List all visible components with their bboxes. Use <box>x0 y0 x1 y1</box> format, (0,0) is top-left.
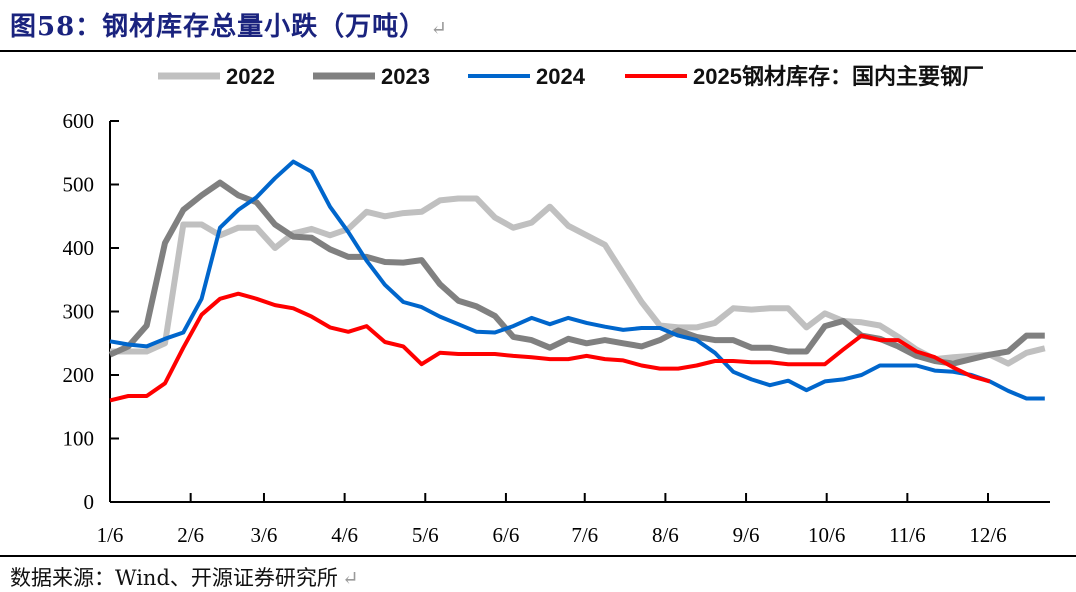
series-group <box>108 159 1046 403</box>
y-tick-label: 0 <box>84 490 95 514</box>
return-mark-icon: ↵ <box>430 16 448 40</box>
return-mark-icon: ↵ <box>341 566 359 590</box>
y-tick-label: 200 <box>63 363 95 387</box>
x-tick-label: 2/6 <box>177 523 204 547</box>
legend-label: 2022 <box>226 64 275 89</box>
y-tick-label: 500 <box>63 173 95 197</box>
y-tick-label: 600 <box>63 109 95 133</box>
x-tick-label: 9/6 <box>733 523 760 547</box>
y-tick-label: 300 <box>63 300 95 324</box>
source-note: 数据来源：Wind、开源证券研究所 ↵ <box>10 562 359 592</box>
legend-label: 2025钢材库存：国内主要钢厂 <box>693 64 984 89</box>
x-tick-label: 4/6 <box>331 523 358 547</box>
x-tick-label: 12/6 <box>969 523 1006 547</box>
series-line-2025 <box>109 291 991 403</box>
figure-title: 图58：钢材库存总量小跌（万吨） ↵ <box>10 6 448 43</box>
series-line-2022 <box>110 195 1046 367</box>
x-tick-label: 6/6 <box>493 523 520 547</box>
x-tick-label: 10/6 <box>808 523 845 547</box>
x-tick-label: 3/6 <box>251 523 278 547</box>
x-tick-label: 5/6 <box>412 523 439 547</box>
axes: 0 100 200 300 400 500 600 1/6 2/6 3/6 4/6 5/6 6/6 7/6… <box>63 109 1050 547</box>
y-tick-label: 100 <box>63 427 95 451</box>
x-tick-label: 11/6 <box>889 523 926 547</box>
source-bar: 数据来源：Wind、开源证券研究所 ↵ <box>0 555 1076 592</box>
x-tick-label: 8/6 <box>652 523 679 547</box>
figure-title-bar: 图58：钢材库存总量小跌（万吨） ↵ <box>0 0 1076 52</box>
x-tick-label: 1/6 <box>97 523 124 547</box>
series-line-2023 <box>108 179 1045 367</box>
legend-label: 2024 <box>536 64 586 89</box>
source-text: 数据来源：Wind、开源证券研究所 <box>10 566 338 590</box>
figure-title-text: 图58：钢材库存总量小跌（万吨） <box>10 12 427 42</box>
x-tick-label: 7/6 <box>571 523 598 547</box>
legend-label: 2023 <box>381 64 430 89</box>
y-tick-label: 400 <box>63 236 95 260</box>
series-line-2024 <box>109 159 1045 401</box>
legend: 2022 2023 2024 2025钢材库存：国内主要钢厂 <box>158 64 984 89</box>
